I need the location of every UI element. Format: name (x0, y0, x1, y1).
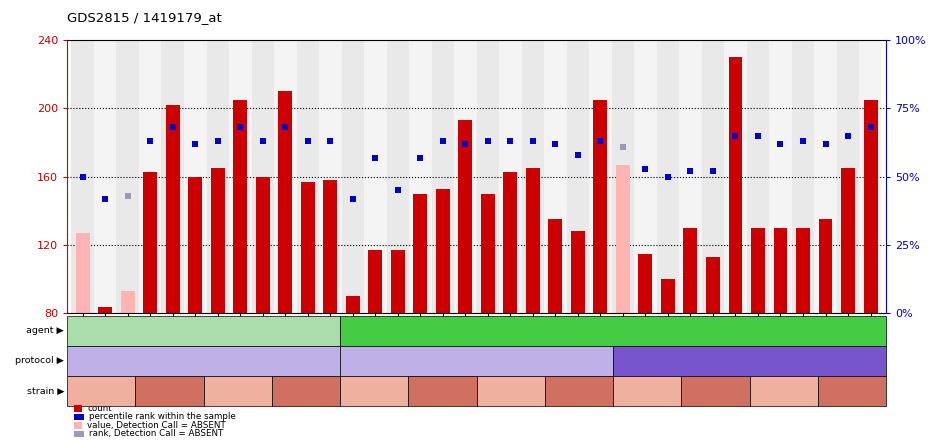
Text: acute: acute (463, 356, 490, 366)
Bar (75, 233, 89, 313)
Bar (661, 279, 675, 313)
Bar (522, 40, 544, 313)
Bar (233, 100, 247, 313)
Bar (503, 171, 517, 313)
Text: rank, Detection Call = ABSENT: rank, Detection Call = ABSENT (89, 429, 223, 438)
Bar (166, 105, 179, 313)
Bar (300, 182, 314, 313)
Bar (324, 180, 338, 313)
Text: C57BL/6J: C57BL/6J (694, 386, 737, 396)
Bar (612, 40, 634, 313)
Text: chronic: chronic (732, 356, 767, 366)
Bar (684, 228, 698, 313)
Bar (346, 297, 360, 313)
Bar (476, 40, 499, 313)
Bar (679, 40, 702, 313)
Text: value, Detection Call = ABSENT: value, Detection Call = ABSENT (87, 421, 226, 430)
Text: C57BL/6J: C57BL/6J (148, 386, 192, 396)
Bar (815, 40, 837, 313)
Bar (706, 257, 720, 313)
Bar (728, 57, 742, 313)
Bar (818, 219, 832, 313)
Text: 129P3/J: 129P3/J (83, 386, 119, 396)
Bar (458, 120, 472, 313)
Text: strain ▶: strain ▶ (27, 387, 64, 396)
Text: agent ▶: agent ▶ (26, 326, 64, 335)
Text: SWR/J: SWR/J (838, 386, 867, 396)
Bar (391, 250, 405, 313)
Bar (278, 91, 292, 313)
Bar (499, 40, 522, 313)
Bar (549, 219, 563, 313)
Text: 129P3/J: 129P3/J (356, 386, 392, 396)
Bar (747, 40, 769, 313)
Bar (566, 40, 590, 313)
Text: DBA/2J: DBA/2J (494, 386, 527, 396)
Bar (454, 40, 476, 313)
Bar (143, 171, 157, 313)
Bar (751, 228, 765, 313)
Bar (116, 40, 139, 313)
Bar (251, 40, 274, 313)
Bar (364, 40, 387, 313)
Bar (229, 40, 251, 313)
Bar (571, 231, 585, 313)
Bar (634, 40, 657, 313)
Text: C57BL/6J: C57BL/6J (420, 386, 464, 396)
Bar (436, 189, 450, 313)
Text: GDS2815 / 1419179_at: GDS2815 / 1419179_at (67, 11, 221, 24)
Bar (593, 100, 607, 313)
Bar (409, 40, 432, 313)
Bar (864, 100, 878, 313)
Bar (206, 40, 229, 313)
Text: saline: saline (189, 326, 218, 336)
Bar (341, 40, 364, 313)
Bar (297, 40, 319, 313)
Bar (769, 40, 791, 313)
Bar (837, 40, 859, 313)
Text: protocol ▶: protocol ▶ (15, 357, 64, 365)
Bar (796, 228, 810, 313)
Bar (859, 40, 882, 313)
Bar (139, 40, 162, 313)
Text: control: control (187, 356, 220, 366)
Text: percentile rank within the sample: percentile rank within the sample (89, 412, 236, 421)
Bar (162, 40, 184, 313)
Text: SWR/J: SWR/J (565, 386, 593, 396)
Bar (657, 40, 679, 313)
Bar (413, 194, 427, 313)
Bar (791, 40, 815, 313)
Bar (256, 177, 270, 313)
Bar (211, 168, 225, 313)
Bar (121, 291, 135, 313)
Text: DBA/2J: DBA/2J (767, 386, 801, 396)
Bar (387, 40, 409, 313)
Bar (368, 250, 382, 313)
Bar (639, 254, 653, 313)
Bar (319, 40, 341, 313)
Bar (616, 165, 630, 313)
Bar (274, 40, 297, 313)
Bar (702, 40, 724, 313)
Bar (72, 40, 94, 313)
Bar (774, 228, 788, 313)
Bar (590, 40, 612, 313)
Bar (184, 40, 206, 313)
Text: DBA/2J: DBA/2J (221, 386, 254, 396)
Bar (841, 168, 855, 313)
Bar (544, 40, 566, 313)
Text: count: count (87, 404, 112, 413)
Bar (724, 40, 747, 313)
Text: 129P3/J: 129P3/J (629, 386, 666, 396)
Bar (481, 194, 495, 313)
Bar (188, 177, 202, 313)
Bar (432, 40, 454, 313)
Text: SWR/J: SWR/J (292, 386, 320, 396)
Bar (99, 307, 113, 313)
Text: morphine: morphine (590, 326, 637, 336)
Bar (526, 168, 540, 313)
Bar (94, 40, 116, 313)
